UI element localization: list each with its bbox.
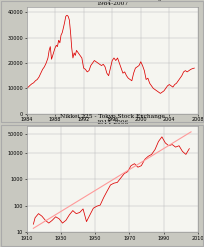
- Title: Nikkei 225 - Tokyo Stock Exchange
1984-2007: Nikkei 225 - Tokyo Stock Exchange 1984-2…: [60, 0, 165, 6]
- Title: Nikkei 225 - Tokyo Stock Exchange
1914-2006: Nikkei 225 - Tokyo Stock Exchange 1914-2…: [60, 114, 165, 125]
